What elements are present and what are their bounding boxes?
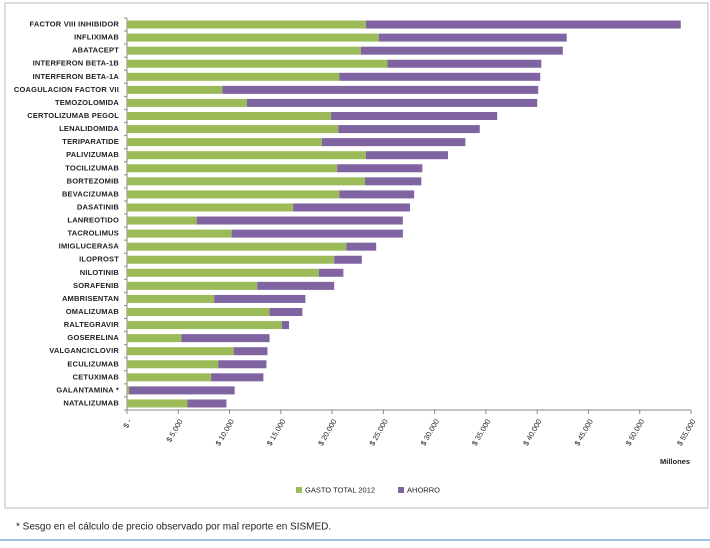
bar-segment <box>337 164 423 173</box>
bar-segment <box>338 125 480 134</box>
y-tick-label: RALTEGRAVIR <box>64 320 120 329</box>
y-tick-label: SORAFENIB <box>73 281 119 290</box>
bar-segment <box>269 308 303 316</box>
bar-segment <box>127 203 294 212</box>
bar-segment <box>127 268 319 277</box>
bar-segment <box>360 46 563 55</box>
legend-swatch <box>296 487 302 493</box>
bar-segment <box>127 190 340 199</box>
bar-segment <box>127 308 270 316</box>
y-tick-label: ECULIZUMAB <box>67 359 119 368</box>
y-tick-label: TERIPARATIDE <box>62 137 119 146</box>
bar-segment <box>339 72 541 81</box>
bar-segment <box>127 386 130 395</box>
bar-segment <box>127 125 339 134</box>
bar-segment <box>127 294 215 303</box>
y-tick-label: ABATACEPT <box>72 46 119 55</box>
bar-segment <box>365 20 681 29</box>
bar-segment <box>127 229 232 238</box>
bar-segment <box>222 85 539 94</box>
y-tick-label: TEMOZOLOMIDA <box>55 98 119 107</box>
legend-swatch <box>398 487 405 493</box>
y-tick-label: OMALIZUMAB <box>66 307 120 316</box>
y-tick-label: NILOTINIB <box>80 268 120 277</box>
bar-segment <box>127 334 182 343</box>
y-tick-label: LANREOTIDO <box>67 216 119 225</box>
bar-segment <box>129 386 235 395</box>
bar-segment <box>196 216 403 225</box>
bar-segment <box>127 33 379 42</box>
y-tick-label: INTERFERON BETA-1A <box>33 72 120 81</box>
bar-segment <box>127 216 197 225</box>
bar-segment <box>281 321 290 330</box>
bar-segment <box>293 203 411 212</box>
bar-segment <box>233 347 268 356</box>
bar-segment <box>127 46 361 55</box>
bar-segment <box>127 72 340 81</box>
y-tick-label: DASATINIB <box>77 202 119 211</box>
bar-segment <box>346 242 377 251</box>
bar-segment <box>127 255 335 264</box>
bar-segment <box>127 281 258 290</box>
bar-segment <box>334 255 362 264</box>
y-tick-label: IMIGLUCERASA <box>59 242 120 251</box>
bar-segment <box>127 347 234 356</box>
bar-segment <box>127 20 366 29</box>
bar-segment <box>127 85 223 94</box>
bar-segment <box>127 112 332 120</box>
bar-segment <box>127 177 365 186</box>
y-tick-label: INFLIXIMAB <box>74 33 119 42</box>
bar-segment <box>127 164 338 173</box>
bar-segment <box>218 360 267 369</box>
bar-segment <box>231 229 403 238</box>
y-tick-label: VALGANCICLOVIR <box>49 346 119 355</box>
y-tick-label: BORTEZOMIB <box>67 176 120 185</box>
bar-segment <box>257 281 335 290</box>
y-tick-label: CETUXIMAB <box>73 372 120 381</box>
y-tick-label: NATALIZUMAB <box>63 398 119 407</box>
legend-label: AHORRO <box>407 485 440 494</box>
bar-segment <box>127 151 366 160</box>
bar-segment <box>127 360 219 369</box>
bar-segment <box>127 399 188 408</box>
bar-segment <box>321 138 466 147</box>
bar-segment <box>331 112 498 120</box>
bar-segment <box>211 373 264 382</box>
bar-segment <box>246 98 538 107</box>
bar-segment <box>181 334 270 343</box>
bar-segment <box>339 190 415 199</box>
bar-segment <box>387 59 542 68</box>
y-tick-label: LENALIDOMIDA <box>59 124 119 133</box>
y-tick-label: BEVACIZUMAB <box>62 189 119 198</box>
bar-segment <box>364 177 422 186</box>
bar-segment <box>127 373 212 382</box>
y-tick-label: CERTOLIZUMAB PEGOL <box>27 111 119 120</box>
legend-label: GASTO TOTAL 2012 <box>305 485 375 494</box>
y-tick-label: INTERFERON BETA-1B <box>33 59 120 68</box>
bar-segment <box>127 98 247 107</box>
y-tick-label: TOCILIZUMAB <box>65 163 119 172</box>
bar-segment <box>127 138 322 147</box>
bar-segment <box>187 399 227 408</box>
bar-segment <box>365 151 448 160</box>
y-tick-label: GOSERELINA <box>67 333 119 342</box>
y-tick-label: COAGULACION FACTOR VII <box>14 85 119 94</box>
bar-segment <box>318 268 344 277</box>
bar-segment <box>127 242 347 251</box>
y-tick-label: PALIVIZUMAB <box>66 150 119 159</box>
y-tick-label: TACROLIMUS <box>68 229 119 238</box>
y-tick-label: ILOPROST <box>79 255 119 264</box>
footnote: * Sesgo en el cálculo de precio observad… <box>16 522 331 533</box>
y-tick-label: FACTOR VIII INHIBIDOR <box>30 20 120 29</box>
bar-segment <box>214 294 306 303</box>
bar-segment <box>127 321 282 330</box>
x-axis-title: Millones <box>660 457 690 466</box>
y-tick-label: GALANTAMINA * <box>56 385 119 394</box>
bar-segment <box>378 33 567 42</box>
y-tick-label: AMBRISENTAN <box>62 294 119 303</box>
bar-segment <box>127 59 388 68</box>
